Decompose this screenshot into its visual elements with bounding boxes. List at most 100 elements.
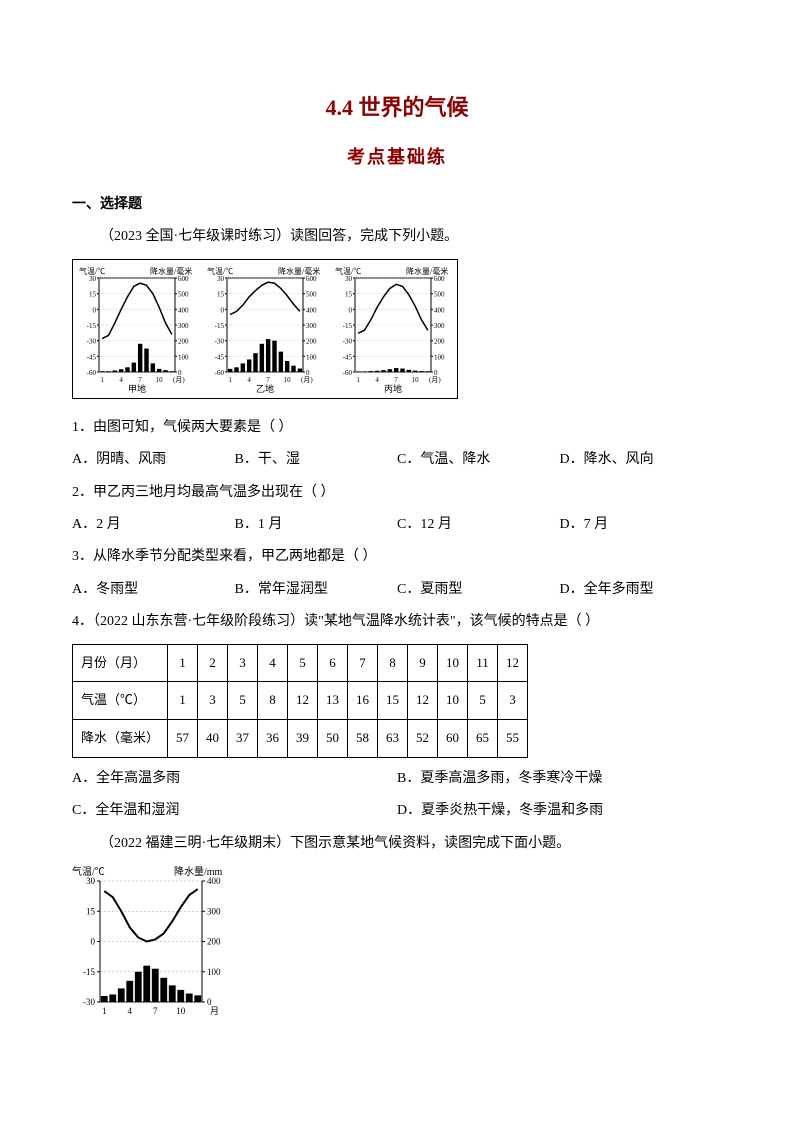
page-title: 4.4 世界的气候: [72, 90, 722, 125]
svg-text:(月): (月): [429, 376, 441, 384]
svg-text:-60: -60: [87, 369, 97, 377]
table-cell: 10: [438, 682, 468, 720]
svg-text:0: 0: [349, 306, 353, 314]
svg-text:300: 300: [178, 322, 189, 330]
table-cell: 8: [258, 682, 288, 720]
svg-text:乙地: 乙地: [256, 383, 274, 394]
table-cell: 40: [198, 720, 228, 758]
svg-text:-15: -15: [215, 322, 225, 330]
table-cell: 52: [408, 720, 438, 758]
svg-text:1: 1: [102, 1006, 107, 1016]
option-d: D．夏季炎热干燥，冬季温和多雨: [397, 800, 722, 822]
svg-text:15: 15: [86, 906, 96, 916]
svg-text:-60: -60: [215, 369, 225, 377]
table-row: 月份（月） 1 2 3 4 5 6 7 8 9 10 11 12: [73, 644, 528, 682]
svg-text:300: 300: [207, 906, 221, 916]
option-d: D．全年多雨型: [560, 579, 723, 601]
svg-text:7: 7: [138, 376, 142, 384]
table-cell: 60: [438, 720, 468, 758]
svg-text:4: 4: [247, 376, 251, 384]
svg-text:15: 15: [345, 290, 353, 298]
question-2: 2．甲乙丙三地月均最高气温多出现在（ ）: [72, 482, 722, 504]
table-cell: 7: [348, 644, 378, 682]
svg-text:4: 4: [128, 1006, 133, 1016]
svg-text:4: 4: [375, 376, 379, 384]
svg-text:月: 月: [210, 1006, 219, 1016]
table-cell: 16: [348, 682, 378, 720]
svg-text:-30: -30: [83, 997, 95, 1007]
intro-text-2: （2022 福建三明·七年级期末）下图示意某地气候资料，读图完成下面小题。: [72, 833, 722, 855]
svg-text:30: 30: [345, 275, 353, 283]
table-cell: 4: [258, 644, 288, 682]
svg-text:1: 1: [228, 376, 232, 384]
svg-text:200: 200: [306, 337, 317, 345]
svg-text:200: 200: [207, 937, 221, 947]
question-3-options: A．冬雨型 B．常年湿润型 C．夏雨型 D．全年多雨型: [72, 579, 722, 601]
svg-text:100: 100: [178, 353, 189, 361]
svg-text:1: 1: [100, 376, 104, 384]
svg-text:15: 15: [89, 290, 97, 298]
chart-yi: 气温/℃降水量/毫米30150-15-30-45-606005004003002…: [205, 264, 325, 394]
table-cell: 5: [288, 644, 318, 682]
table-cell: 11: [468, 644, 498, 682]
svg-text:0: 0: [91, 937, 96, 947]
question-4: 4．（2022 山东东营·七年级阶段练习）读"某地气温降水统计表"，该气候的特点…: [72, 611, 722, 633]
table-cell: 1: [168, 682, 198, 720]
option-d: D．7 月: [560, 514, 723, 536]
svg-text:0: 0: [93, 306, 97, 314]
svg-text:-15: -15: [83, 967, 95, 977]
svg-text:30: 30: [217, 275, 225, 283]
table-cell: 50: [318, 720, 348, 758]
svg-text:200: 200: [178, 337, 189, 345]
svg-text:(月): (月): [173, 376, 185, 384]
table-cell: 65: [468, 720, 498, 758]
svg-text:-45: -45: [343, 353, 353, 361]
svg-text:0: 0: [221, 306, 225, 314]
table-header: 气温（℃）: [73, 682, 168, 720]
option-a: A．阴晴、风雨: [72, 449, 235, 471]
option-a: A．2 月: [72, 514, 235, 536]
svg-text:-15: -15: [343, 322, 353, 330]
question-4-options-row1: A．全年高温多雨 B．夏季高温多雨，冬季寒冷干燥: [72, 768, 722, 790]
table-cell: 36: [258, 720, 288, 758]
svg-text:500: 500: [178, 290, 189, 298]
svg-text:100: 100: [306, 353, 317, 361]
option-b: B．干、湿: [235, 449, 398, 471]
chart-jia: 气温/℃降水量/毫米30150-15-30-45-606005004003002…: [77, 264, 197, 394]
svg-text:600: 600: [178, 275, 189, 283]
svg-text:-15: -15: [87, 322, 97, 330]
option-a: A．全年高温多雨: [72, 768, 397, 790]
svg-text:30: 30: [89, 275, 97, 283]
table-cell: 12: [288, 682, 318, 720]
option-b: B．常年湿润型: [235, 579, 398, 601]
table-cell: 2: [198, 644, 228, 682]
table-cell: 6: [318, 644, 348, 682]
table-cell: 12: [408, 682, 438, 720]
svg-text:-30: -30: [215, 337, 225, 345]
table-cell: 1: [168, 644, 198, 682]
chart-bottom: 气温/℃降水量/mm30150-15-30400300200100014710月: [72, 865, 232, 1020]
svg-text:7: 7: [266, 376, 270, 384]
table-cell: 55: [498, 720, 528, 758]
svg-text:(月): (月): [301, 376, 313, 384]
question-2-options: A．2 月 B．1 月 C．12 月 D．7 月: [72, 514, 722, 536]
svg-text:30: 30: [86, 876, 96, 886]
svg-text:100: 100: [434, 353, 445, 361]
table-cell: 57: [168, 720, 198, 758]
table-cell: 5: [228, 682, 258, 720]
table-cell: 58: [348, 720, 378, 758]
table-cell: 13: [318, 682, 348, 720]
option-d: D．降水、风向: [560, 449, 723, 471]
svg-text:4: 4: [119, 376, 123, 384]
svg-text:-45: -45: [87, 353, 97, 361]
svg-text:500: 500: [434, 290, 445, 298]
table-cell: 8: [378, 644, 408, 682]
intro-text: （2023 全国·七年级课时练习）读图回答，完成下列小题。: [72, 226, 722, 248]
svg-text:400: 400: [434, 306, 445, 314]
table-cell: 15: [378, 682, 408, 720]
table-header: 降水（毫米）: [73, 720, 168, 758]
question-1-options: A．阴晴、风雨 B．干、湿 C．气温、降水 D．降水、风向: [72, 449, 722, 471]
table-cell: 9: [408, 644, 438, 682]
table-header: 月份（月）: [73, 644, 168, 682]
svg-text:7: 7: [394, 376, 398, 384]
